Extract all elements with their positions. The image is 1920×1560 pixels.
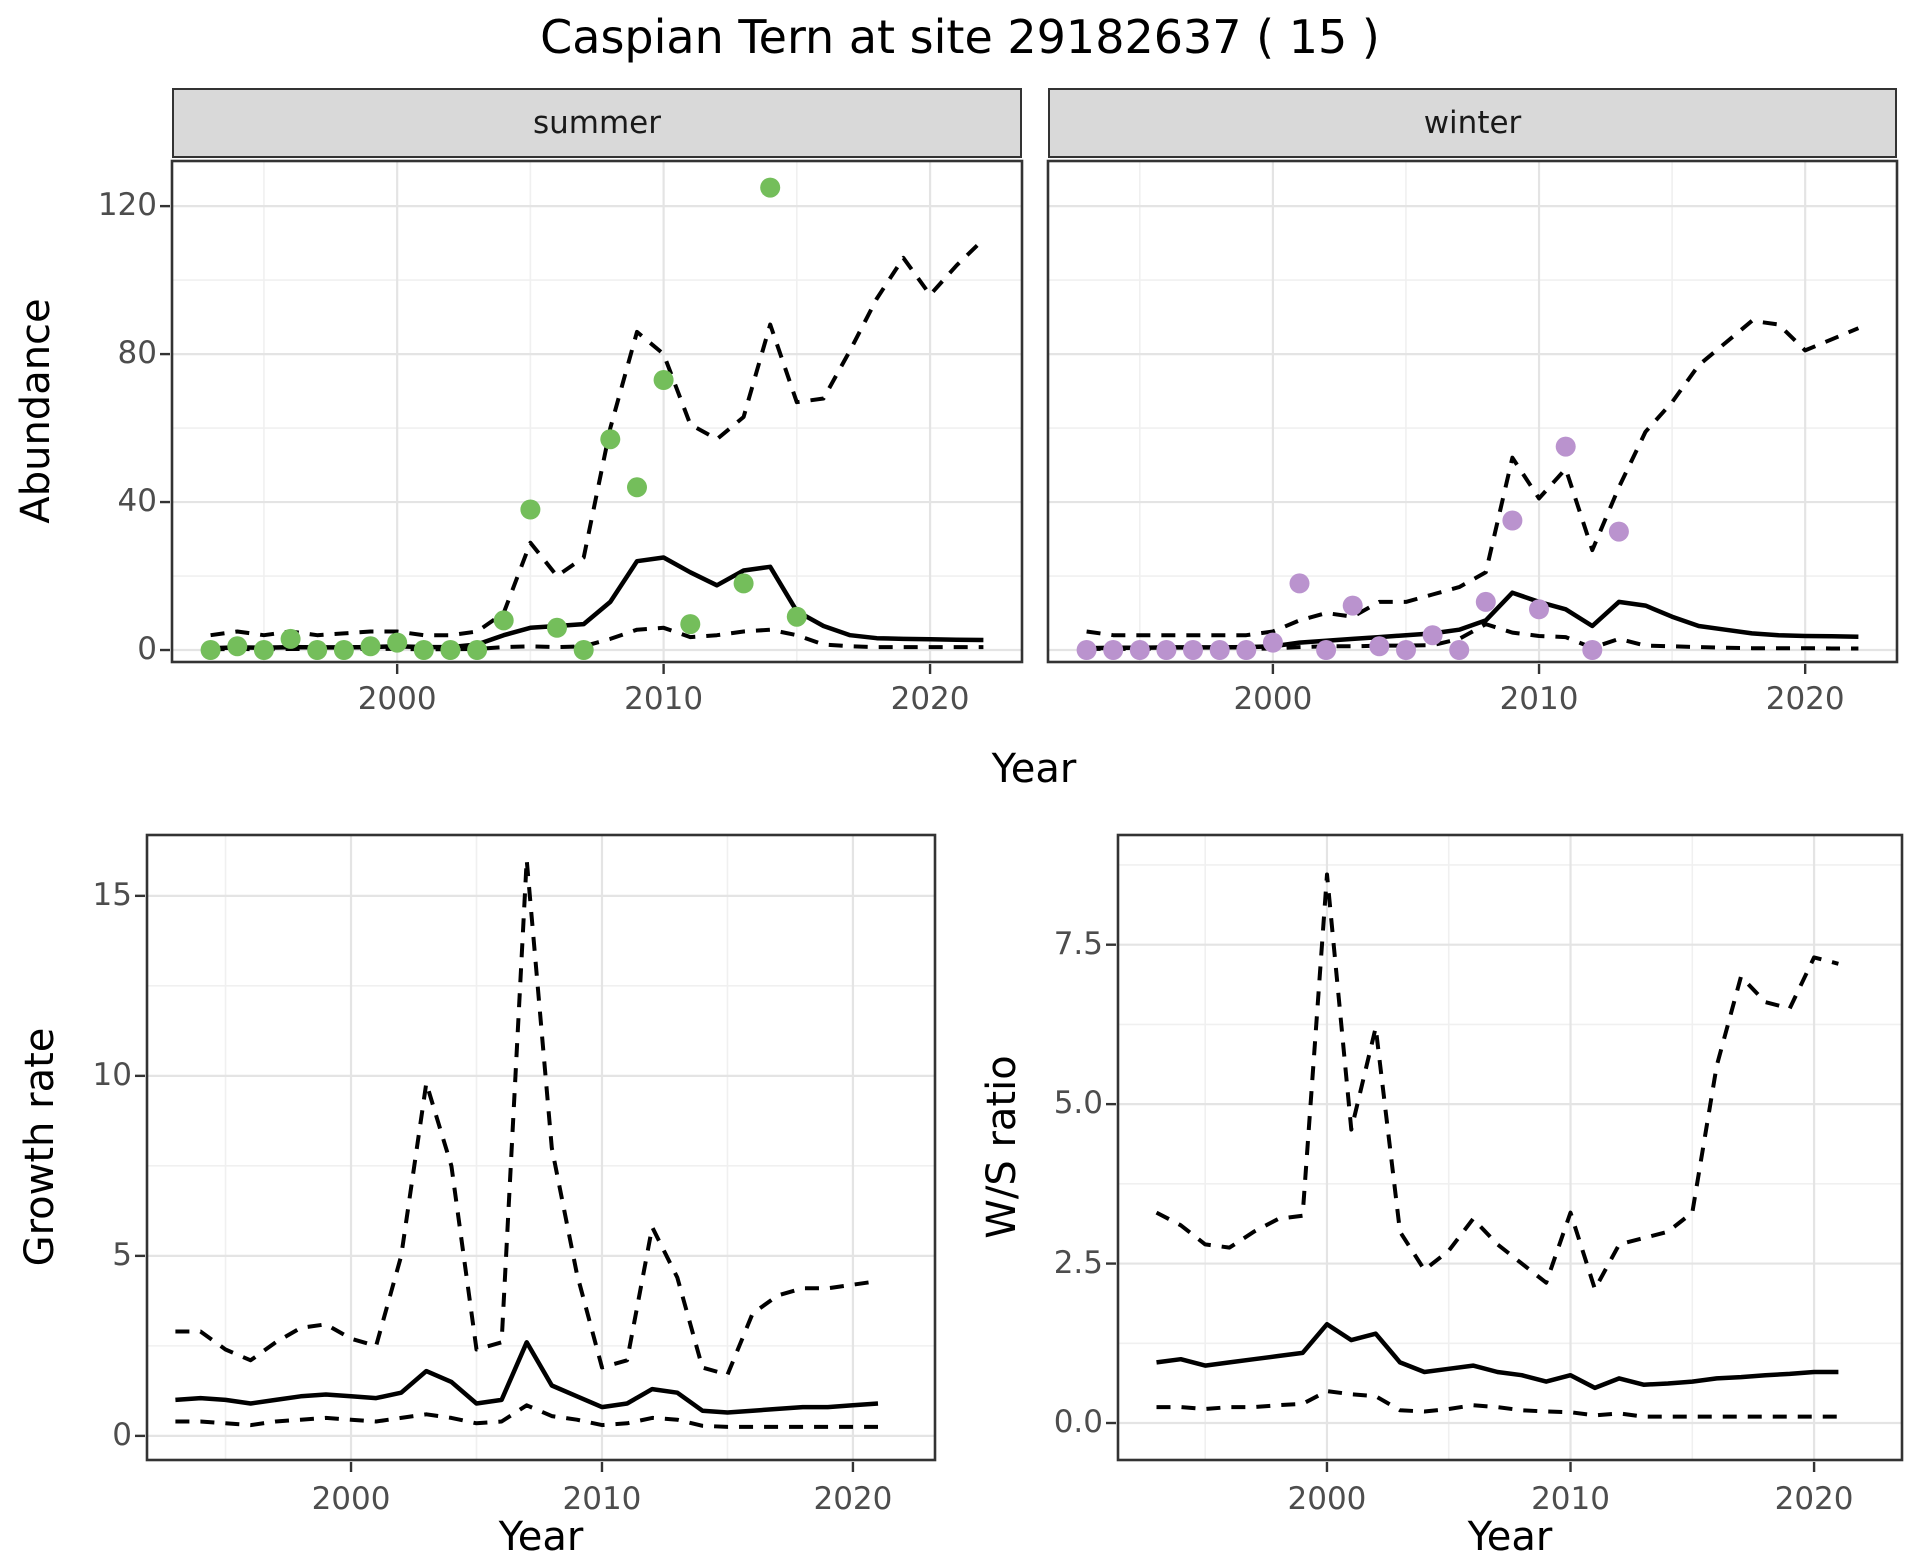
abundance-winter-upper-ci-line: [1086, 318, 1860, 638]
facet-strip-winter-label: winter: [1423, 105, 1522, 141]
observed-winter-point: [1289, 573, 1310, 594]
observed-summer-point: [680, 614, 701, 635]
observed-winter-point: [1156, 640, 1177, 660]
observed-summer-point: [307, 640, 328, 660]
growth-rate-x-tick-label: 2000: [311, 1481, 391, 1517]
growth-rate-y-tick-label: 0: [112, 1416, 132, 1453]
y-axis-title-ws-ratio: W/S ratio: [979, 1055, 1025, 1239]
observed-winter-point: [1209, 640, 1230, 660]
growth-rate-x-tick-label: 2010: [562, 1481, 642, 1517]
observed-summer-point: [627, 477, 647, 498]
observed-winter-point: [1183, 640, 1203, 660]
observed-winter-point: [1076, 640, 1097, 660]
facet-strip-summer: summer: [172, 88, 1022, 158]
facet-strip-winter: winter: [1048, 88, 1897, 158]
ws-ratio-y-tick-label: 7.5: [1053, 925, 1103, 962]
observed-summer-point: [520, 499, 541, 520]
observed-winter-point: [1129, 640, 1150, 660]
growth-rate-y-tick-label: 10: [92, 1056, 132, 1093]
ws-ratio-panel-border: [1116, 833, 1904, 1462]
growth-rate-lower-ci-line: [175, 1403, 878, 1429]
growth-rate-y-tick-label: 15: [92, 876, 132, 913]
observed-summer-point: [653, 370, 674, 390]
x-axis-title-year-growth: Year: [498, 1514, 584, 1560]
abundance-summer-y-tick-label: 0: [137, 631, 157, 667]
observed-summer-point: [600, 429, 621, 450]
abundance-summer-x-tick-label: 2010: [624, 681, 704, 717]
observed-winter-point: [1342, 595, 1363, 616]
abundance-winter-x-tick-label: 2000: [1233, 681, 1313, 717]
ws-ratio-median-line: [1156, 1321, 1839, 1391]
ws-ratio-upper-ci-line: [1155, 872, 1839, 1292]
observed-summer-point: [413, 640, 434, 660]
chart-title: Caspian Tern at site 29182637 ( 15 ): [540, 10, 1380, 64]
abundance-summer-y-tick-label: 40: [117, 483, 157, 520]
observed-summer-point: [547, 617, 567, 638]
abundance-winter-x-tick-label: 2020: [1765, 681, 1845, 717]
observed-summer-point: [786, 606, 807, 627]
observed-winter-point: [1422, 625, 1443, 646]
y-axis-title-growth-rate: Growth rate: [17, 1027, 63, 1267]
observed-summer-point: [253, 640, 274, 660]
growth-rate-upper-ci-line: [175, 857, 879, 1377]
ws-ratio-x-tick-label: 2020: [1774, 1481, 1854, 1517]
observed-summer-point: [467, 640, 488, 660]
abundance-summer-y-tick-label: 80: [117, 335, 157, 372]
observed-summer-point: [733, 573, 754, 594]
observed-summer-point: [440, 640, 461, 660]
observed-summer-point: [573, 640, 594, 660]
observed-winter-point: [1475, 591, 1496, 612]
ws-ratio-panel-bg: [1118, 835, 1902, 1460]
abundance-summer-x-tick-label: 2020: [890, 681, 970, 717]
observed-winter-point: [1529, 599, 1549, 620]
abundance-winter-x-tick-label: 2010: [1499, 681, 1579, 717]
growth-rate-median-line: [175, 1340, 879, 1415]
observed-winter-point: [1262, 632, 1283, 653]
observed-summer-point: [387, 632, 408, 653]
observed-winter-point: [1449, 640, 1470, 660]
abundance-summer-panel-bg: [172, 161, 1022, 662]
observed-summer-point: [760, 177, 781, 198]
abundance-summer-x-tick-label: 2000: [357, 681, 437, 717]
growth-rate-y-tick-label: 5: [112, 1236, 132, 1273]
observed-summer-point: [333, 640, 354, 660]
ws-ratio-x-tick-label: 2010: [1531, 1481, 1610, 1517]
x-axis-title-year-ws: Year: [1467, 1514, 1553, 1560]
abundance-summer-upper-ci-line: [210, 237, 985, 638]
ws-ratio-y-tick-label: 2.5: [1053, 1244, 1103, 1281]
growth-rate-panel-bg: [147, 835, 935, 1460]
facet-strip-summer-label: summer: [532, 105, 661, 141]
observed-summer-point: [360, 636, 381, 657]
growth-rate-panel-border: [145, 833, 937, 1462]
observed-winter-point: [1236, 640, 1257, 660]
observed-winter-point: [1103, 640, 1124, 660]
observed-winter-point: [1396, 640, 1416, 660]
observed-winter-point: [1369, 636, 1390, 657]
abundance-summer-y-tick-label: 120: [97, 187, 157, 224]
observed-winter-point: [1608, 521, 1629, 542]
ws-ratio-y-tick-label: 5.0: [1053, 1085, 1103, 1122]
ws-ratio-y-tick-label: 0.0: [1053, 1404, 1103, 1440]
abundance-winter-panel-bg: [1048, 161, 1897, 662]
growth-rate-x-tick-label: 2020: [813, 1481, 893, 1517]
abundance-summer-panel-border: [170, 159, 1024, 664]
observed-winter-point: [1555, 436, 1576, 457]
observed-summer-point: [280, 628, 301, 649]
observed-summer-point: [493, 610, 514, 631]
observed-winter-point: [1502, 510, 1523, 531]
ws-ratio-lower-ci-line: [1156, 1389, 1839, 1419]
abundance-winter-panel-border: [1046, 159, 1899, 664]
y-axis-title-abundance: Abundance: [13, 298, 59, 524]
observed-summer-point: [227, 636, 248, 657]
x-axis-title-year-top: Year: [991, 746, 1077, 792]
observed-winter-point: [1316, 640, 1337, 660]
observed-winter-point: [1582, 640, 1603, 660]
observed-summer-point: [200, 640, 221, 660]
ws-ratio-x-tick-label: 2000: [1287, 1481, 1367, 1517]
